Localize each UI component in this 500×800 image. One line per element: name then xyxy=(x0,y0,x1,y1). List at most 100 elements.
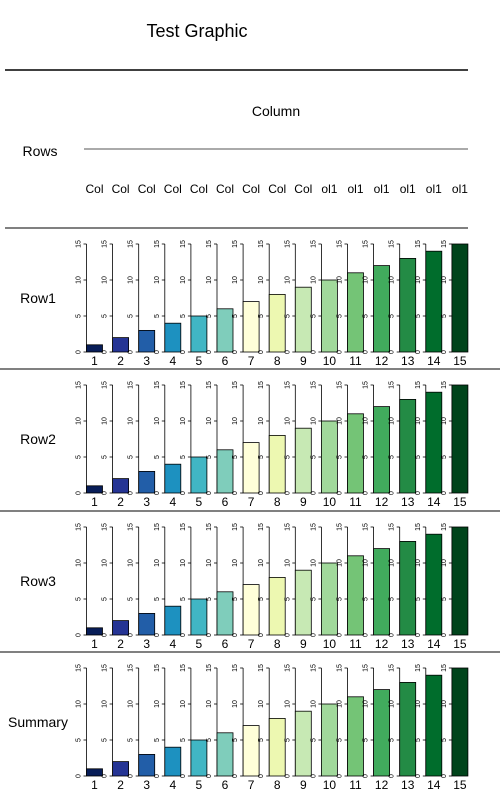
y-tick-label: 15 xyxy=(389,523,396,531)
y-tick-label: 15 xyxy=(154,523,161,531)
y-tick-label: 0 xyxy=(206,491,213,495)
y-tick-label: 10 xyxy=(76,417,83,425)
y-tick-label: 0 xyxy=(76,633,83,637)
y-tick-label: 0 xyxy=(441,491,448,495)
y-tick-label: 10 xyxy=(258,276,265,284)
y-tick-label: 15 xyxy=(363,664,370,672)
y-tick-label: 15 xyxy=(206,523,213,531)
y-tick-label: 10 xyxy=(363,276,370,284)
y-tick-label: 5 xyxy=(180,314,187,318)
y-tick-label: 15 xyxy=(102,381,109,389)
y-tick-label: 5 xyxy=(337,597,344,601)
column-label: Col xyxy=(164,182,182,196)
x-tick-label: 15 xyxy=(453,637,467,651)
y-tick-label: 5 xyxy=(441,738,448,742)
bar xyxy=(373,689,391,777)
x-tick-label: 3 xyxy=(143,354,150,368)
column-header: Column xyxy=(252,103,300,119)
panel-2: Row2051015105101520510153051015405101550… xyxy=(0,381,500,512)
y-tick-label: 0 xyxy=(310,491,317,495)
y-tick-label: 10 xyxy=(441,276,448,284)
x-tick-label: 15 xyxy=(453,495,467,509)
x-tick-label: 7 xyxy=(248,637,255,651)
bar xyxy=(451,667,469,777)
bar xyxy=(86,768,103,777)
y-tick-label: 5 xyxy=(128,597,135,601)
y-tick-label: 5 xyxy=(76,455,83,459)
y-tick-label: 0 xyxy=(284,350,291,354)
y-tick-label: 0 xyxy=(206,774,213,778)
bar xyxy=(86,627,103,636)
y-tick-label: 0 xyxy=(154,633,161,637)
y-tick-label: 15 xyxy=(415,381,422,389)
bar xyxy=(425,674,443,777)
y-tick-label: 5 xyxy=(206,314,213,318)
y-tick-label: 10 xyxy=(128,276,135,284)
bar xyxy=(164,746,182,777)
y-tick-label: 5 xyxy=(258,738,265,742)
x-tick-label: 13 xyxy=(401,778,415,792)
y-tick-label: 5 xyxy=(154,597,161,601)
y-tick-label: 15 xyxy=(258,523,265,531)
x-tick-label: 9 xyxy=(300,354,307,368)
y-tick-label: 5 xyxy=(258,597,265,601)
y-tick-label: 10 xyxy=(232,559,239,567)
y-tick-label: 15 xyxy=(389,664,396,672)
x-tick-label: 11 xyxy=(349,354,362,368)
y-tick-label: 0 xyxy=(128,350,135,354)
y-tick-label: 15 xyxy=(180,381,187,389)
y-tick-label: 5 xyxy=(415,314,422,318)
column-label: Col xyxy=(138,182,156,196)
bar xyxy=(347,555,364,636)
y-tick-label: 10 xyxy=(258,700,265,708)
y-tick-label: 0 xyxy=(206,350,213,354)
x-tick-label: 7 xyxy=(248,354,255,368)
y-tick-label: 5 xyxy=(389,314,396,318)
y-tick-label: 5 xyxy=(284,314,291,318)
x-tick-label: 14 xyxy=(427,778,441,792)
bar xyxy=(190,456,208,494)
y-tick-label: 15 xyxy=(154,381,161,389)
y-tick-label: 5 xyxy=(128,455,135,459)
x-tick-label: 13 xyxy=(401,354,415,368)
y-tick-label: 5 xyxy=(102,314,109,318)
bar xyxy=(164,605,182,636)
y-tick-label: 15 xyxy=(258,664,265,672)
y-tick-label: 15 xyxy=(441,523,448,531)
y-tick-label: 0 xyxy=(180,774,187,778)
y-tick-label: 5 xyxy=(363,455,370,459)
y-tick-label: 15 xyxy=(180,523,187,531)
column-label: ol1 xyxy=(321,182,337,196)
y-tick-label: 10 xyxy=(441,700,448,708)
y-tick-label: 15 xyxy=(284,664,291,672)
x-tick-label: 14 xyxy=(427,354,441,368)
y-tick-label: 5 xyxy=(389,597,396,601)
bar xyxy=(86,344,103,353)
bar xyxy=(268,293,286,353)
y-tick-label: 15 xyxy=(337,664,344,672)
x-tick-label: 15 xyxy=(453,354,467,368)
y-tick-label: 15 xyxy=(310,381,317,389)
column-label: ol1 xyxy=(374,182,390,196)
y-tick-label: 10 xyxy=(415,559,422,567)
bar xyxy=(216,308,234,353)
y-tick-label: 5 xyxy=(337,314,344,318)
y-tick-label: 15 xyxy=(310,240,317,248)
y-tick-label: 5 xyxy=(154,314,161,318)
x-tick-label: 6 xyxy=(222,495,229,509)
y-tick-label: 10 xyxy=(180,276,187,284)
y-tick-label: 10 xyxy=(128,559,135,567)
y-tick-label: 15 xyxy=(258,240,265,248)
x-tick-label: 2 xyxy=(117,637,124,651)
y-tick-label: 5 xyxy=(232,314,239,318)
y-tick-label: 10 xyxy=(180,559,187,567)
y-tick-label: 10 xyxy=(441,417,448,425)
x-tick-label: 8 xyxy=(274,637,281,651)
y-tick-label: 5 xyxy=(310,314,317,318)
y-tick-label: 5 xyxy=(76,597,83,601)
bar xyxy=(399,398,417,494)
bar xyxy=(347,272,364,353)
y-tick-label: 15 xyxy=(206,664,213,672)
row-label: Summary xyxy=(8,714,68,730)
y-tick-label: 10 xyxy=(102,276,109,284)
